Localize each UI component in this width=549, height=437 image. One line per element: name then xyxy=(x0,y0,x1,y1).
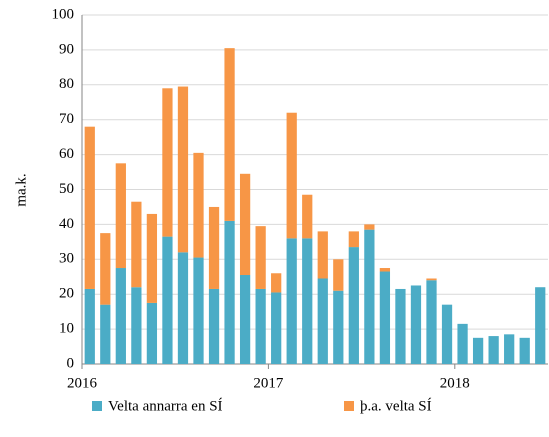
y-tick-label: 30 xyxy=(59,251,74,267)
y-tick-label: 0 xyxy=(67,355,75,371)
y-tick-label: 10 xyxy=(59,321,74,337)
bar-segment xyxy=(224,220,235,364)
bar-segment xyxy=(208,288,220,364)
y-tick-label: 40 xyxy=(59,216,74,232)
bar-segment xyxy=(333,259,344,291)
bar-segment xyxy=(286,112,297,239)
x-tick-label: 2016 xyxy=(67,375,98,391)
bar-segment xyxy=(472,337,484,364)
bar-segment xyxy=(333,290,344,364)
bar-segment xyxy=(131,287,142,364)
bar-segment xyxy=(317,278,328,364)
bar-segment xyxy=(504,334,515,364)
bar-segment xyxy=(535,287,546,364)
bar-segment xyxy=(255,226,266,289)
bar-segment xyxy=(224,48,235,221)
bar-segment xyxy=(317,231,328,279)
bar-segment xyxy=(146,302,158,364)
bar-segment xyxy=(131,201,142,288)
bar-segment xyxy=(519,337,530,364)
y-axis-label: ma.k. xyxy=(13,173,29,206)
bar-segment xyxy=(115,163,126,269)
bar-segment xyxy=(255,288,266,364)
bar-segment xyxy=(426,278,437,281)
bar-segment xyxy=(239,173,251,276)
bar-segment xyxy=(488,336,499,364)
bar-segment xyxy=(177,86,189,253)
bar-segment xyxy=(364,229,375,364)
bar-segment xyxy=(457,323,468,364)
bar-segment xyxy=(84,126,95,289)
bar-segment xyxy=(364,224,375,230)
bar-segment xyxy=(286,238,297,364)
bar-segment xyxy=(426,280,437,364)
bar-segment xyxy=(239,275,251,364)
legend-label: Velta annarra en SÍ xyxy=(108,397,223,414)
bar-segment xyxy=(100,304,111,364)
bar-segment xyxy=(162,236,173,364)
y-tick-label: 80 xyxy=(59,76,74,92)
x-tick-label: 2017 xyxy=(253,375,284,391)
bar-segment xyxy=(302,238,313,364)
y-tick-label: 20 xyxy=(59,286,74,302)
bar-segment xyxy=(100,233,111,305)
x-tick-label: 2018 xyxy=(440,375,470,391)
bar-segment xyxy=(115,268,126,364)
bar-segment xyxy=(348,231,359,248)
bar-segment xyxy=(193,257,204,364)
y-tick-label: 50 xyxy=(59,181,74,197)
bar-segment xyxy=(177,252,189,364)
legend-label: þ.a. velta SÍ xyxy=(360,397,432,414)
y-tick-label: 60 xyxy=(59,146,74,162)
bar-segment xyxy=(146,213,158,303)
bar-segment xyxy=(410,285,422,364)
bar-segment xyxy=(84,288,95,364)
bar-segment xyxy=(395,288,406,364)
bar-segment xyxy=(379,268,391,272)
bar-segment xyxy=(193,152,204,258)
y-tick-label: 70 xyxy=(59,111,74,127)
bar-segment xyxy=(271,292,282,364)
legend-swatch xyxy=(92,401,102,411)
y-tick-label: 90 xyxy=(59,41,74,57)
bar-segment xyxy=(162,88,173,237)
bar-segment xyxy=(348,247,359,364)
bar-segment xyxy=(302,194,313,239)
bar-segment xyxy=(271,273,282,293)
legend-swatch xyxy=(344,401,354,411)
bar-segment xyxy=(441,304,453,364)
y-tick-label: 100 xyxy=(52,6,75,22)
bar-segment xyxy=(208,206,220,289)
bar-segment xyxy=(379,271,391,364)
